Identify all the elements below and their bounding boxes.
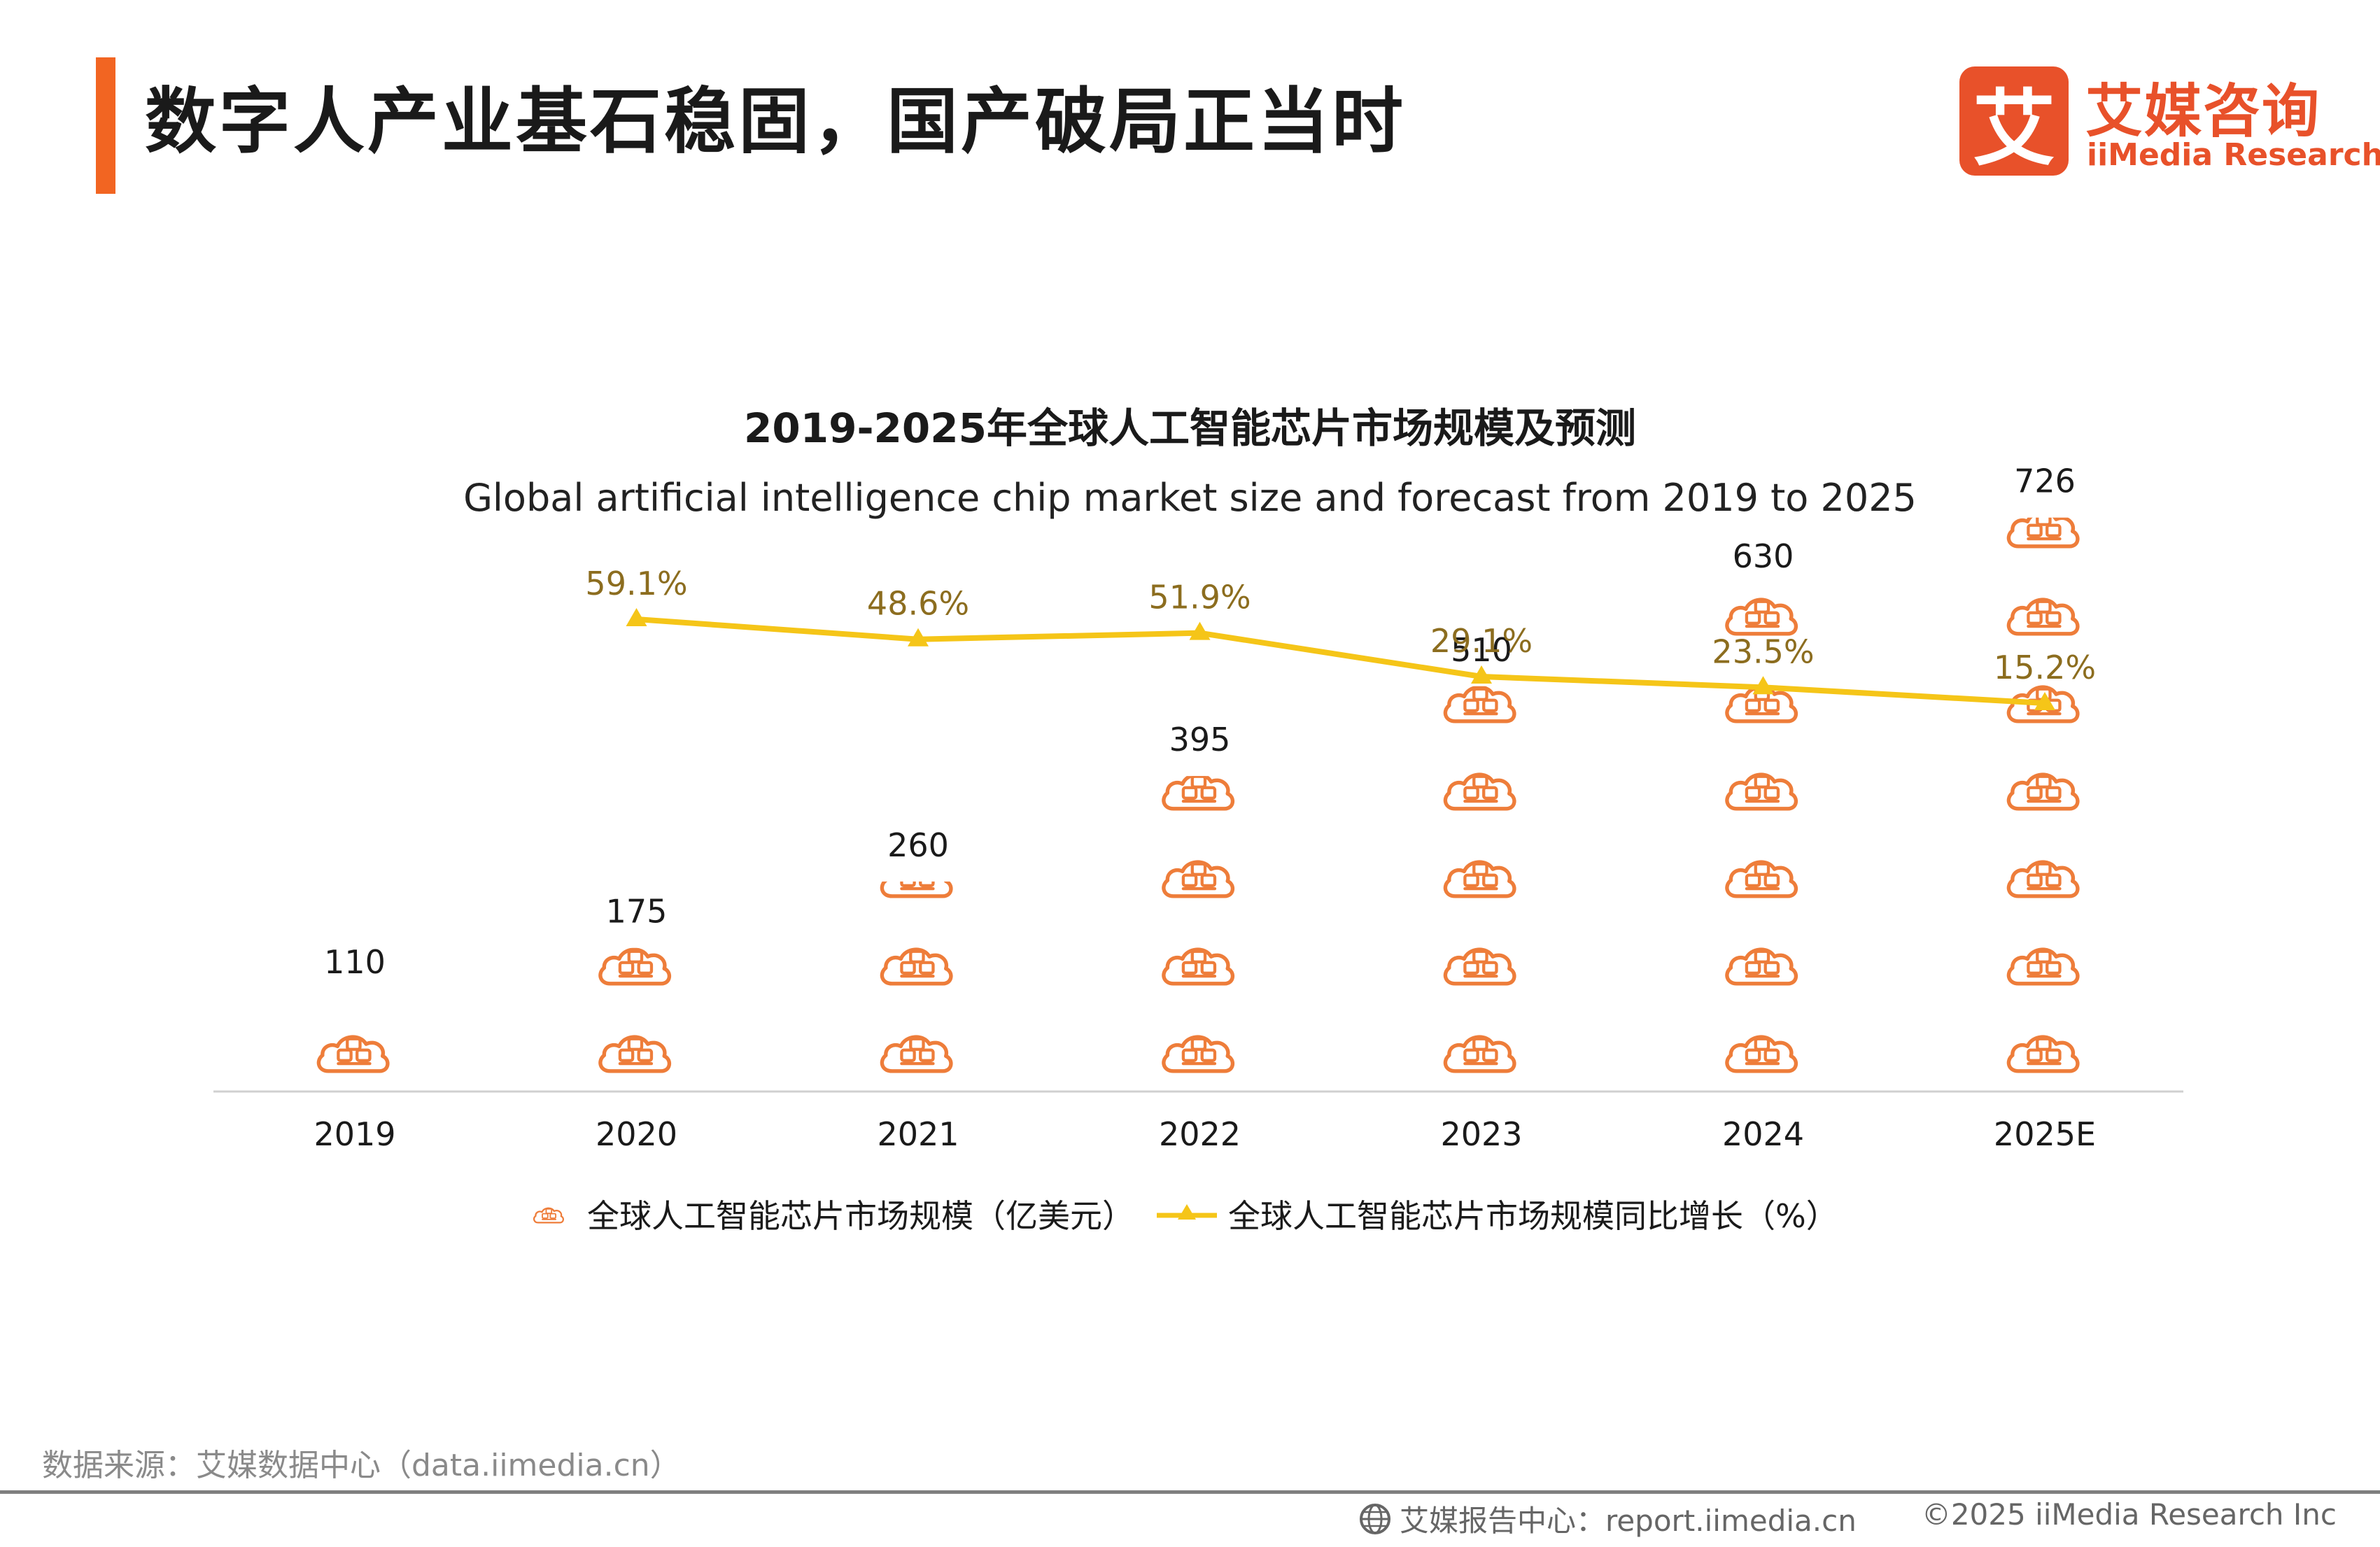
cloud-chip-icon bbox=[882, 949, 951, 984]
bar-2024 bbox=[1727, 512, 1796, 1071]
growth-point bbox=[626, 608, 647, 626]
x-tick-label: 2024 bbox=[1722, 1115, 1804, 1153]
cloud-chip-icon bbox=[1164, 775, 1233, 809]
cloud-chip-icon bbox=[1727, 862, 1796, 896]
cloud-chip-icon bbox=[2008, 600, 2078, 634]
cloud-chip-icon bbox=[882, 775, 951, 809]
legend-item-market-size[interactable]: 全球人工智能芯片市场规模（亿美元） bbox=[521, 1191, 1134, 1237]
cloud-chip-icon bbox=[2008, 425, 2078, 459]
footer-divider bbox=[0, 1490, 2380, 1494]
cloud-chip-icon bbox=[1445, 862, 1514, 896]
cloud-chip-icon bbox=[882, 862, 951, 896]
copyright: ©2025 iiMedia Research Inc bbox=[1921, 1497, 2337, 1532]
growth-value-label: 23.5% bbox=[1712, 633, 1814, 670]
growth-point bbox=[908, 628, 929, 647]
logo-mark: 艾 bbox=[1959, 66, 2069, 177]
data-source-note: 数据来源：艾媒数据中心（data.iimedia.cn） bbox=[42, 1448, 681, 1483]
bar-value-label: 175 bbox=[606, 893, 668, 931]
report-center-link[interactable]: 艾媒报告中心：report.iimedia.cn bbox=[1358, 1497, 1857, 1540]
x-axis-ticks: 2019 2020 2021 2022 2023 2024 2025E bbox=[314, 1115, 2096, 1153]
legend-label-market-size: 全球人工智能芯片市场规模（亿美元） bbox=[587, 1197, 1134, 1235]
page-title: 数字人产业基石稳固，国产破局正当时 bbox=[145, 80, 1406, 164]
growth-point bbox=[1189, 621, 1211, 640]
cloud-chip-icon bbox=[1164, 862, 1233, 896]
bar-value-label: 395 bbox=[1169, 721, 1231, 758]
cloud-chip-icon bbox=[1727, 600, 1796, 634]
growth-value-label: 59.1% bbox=[585, 565, 687, 602]
growth-point bbox=[1752, 676, 1774, 695]
bar-2021 bbox=[882, 775, 951, 1071]
growth-value-label: 51.9% bbox=[1148, 579, 1251, 616]
cloud-chip-icon bbox=[2008, 512, 2078, 546]
cloud-chip-icon bbox=[600, 1037, 670, 1071]
globe-icon bbox=[1360, 1503, 1390, 1534]
iimedia-logo[interactable]: 艾 艾媒咨询 iiMedia Research bbox=[1959, 64, 2380, 179]
logo-name-en: iiMedia Research bbox=[2087, 137, 2380, 173]
x-tick-label: 2023 bbox=[1440, 1115, 1522, 1153]
data-labels: 110 175 260 395 510 630 726 59.1% 48.6% 51.9% 29.1… bbox=[324, 462, 2096, 982]
cloud-chip-icon bbox=[1445, 1037, 1514, 1071]
cloud-chip-icon bbox=[318, 1037, 388, 1071]
growth-value-label: 15.2% bbox=[1994, 649, 2096, 686]
title-accent-bar bbox=[96, 57, 115, 194]
legend-item-growth-rate[interactable]: 全球人工智能芯片市场规模同比增长（%） bbox=[1155, 1191, 1838, 1237]
bar-value-label: 510 bbox=[1451, 631, 1512, 669]
cloud-chip-icon bbox=[1445, 775, 1514, 809]
cloud-chip-icon bbox=[1727, 775, 1796, 809]
growth-line-series bbox=[626, 608, 2055, 710]
x-tick-label: 2020 bbox=[596, 1115, 677, 1153]
bar-value-label: 726 bbox=[2014, 462, 2076, 500]
cloud-chip-icon bbox=[533, 1206, 565, 1224]
cloud-chip-icon bbox=[600, 949, 670, 984]
cloud-chip-icon bbox=[2008, 862, 2078, 896]
bar-value-label: 630 bbox=[1733, 537, 1794, 575]
x-tick-label: 2021 bbox=[877, 1115, 959, 1153]
bar-value-label: 260 bbox=[887, 826, 949, 864]
cloud-chip-icon bbox=[2008, 775, 2078, 809]
chart-subtitle: Global artificial intelligence chip mark… bbox=[463, 476, 1917, 520]
cloud-chip-icon bbox=[882, 1037, 951, 1071]
cloud-chip-icon bbox=[2008, 949, 2078, 984]
growth-point bbox=[2034, 692, 2055, 710]
cloud-chip-icon bbox=[1445, 687, 1514, 721]
cloud-chip-icon bbox=[600, 862, 670, 896]
report-center-text: 艾媒报告中心：report.iimedia.cn bbox=[1400, 1504, 1857, 1538]
growth-value-label: 48.6% bbox=[867, 585, 969, 623]
legend-label-growth-rate: 全球人工智能芯片市场规模同比增长（%） bbox=[1228, 1197, 1838, 1235]
chart-legend: 全球人工智能芯片市场规模（亿美元） 全球人工智能芯片市场规模同比增长（%） bbox=[521, 1189, 1838, 1238]
cloud-chip-icon bbox=[1164, 1037, 1233, 1071]
bar-value-label: 110 bbox=[324, 943, 386, 981]
growth-value-label: 29.1% bbox=[1430, 622, 1533, 660]
logo-name-cn: 艾媒咨询 bbox=[2085, 78, 2321, 145]
cloud-chip-icon bbox=[1727, 1037, 1796, 1071]
bar-2025E bbox=[2008, 425, 2078, 1071]
growth-point bbox=[1471, 665, 1492, 684]
cloud-chip-icon bbox=[1164, 949, 1233, 984]
cloud-chip-icon bbox=[1445, 949, 1514, 984]
cloud-chip-icon bbox=[1164, 687, 1233, 721]
triangle-line-icon bbox=[1157, 1204, 1217, 1220]
x-tick-label: 2019 bbox=[314, 1115, 395, 1153]
x-tick-label: 2025E bbox=[1994, 1115, 2096, 1153]
cloud-chip-icon bbox=[2008, 1037, 2078, 1071]
cloud-chip-icon bbox=[1727, 949, 1796, 984]
growth-line bbox=[636, 616, 2045, 706]
chart-title: 2019-2025年全球人工智能芯片市场规模及预测 bbox=[744, 404, 1636, 452]
x-tick-label: 2022 bbox=[1159, 1115, 1241, 1153]
